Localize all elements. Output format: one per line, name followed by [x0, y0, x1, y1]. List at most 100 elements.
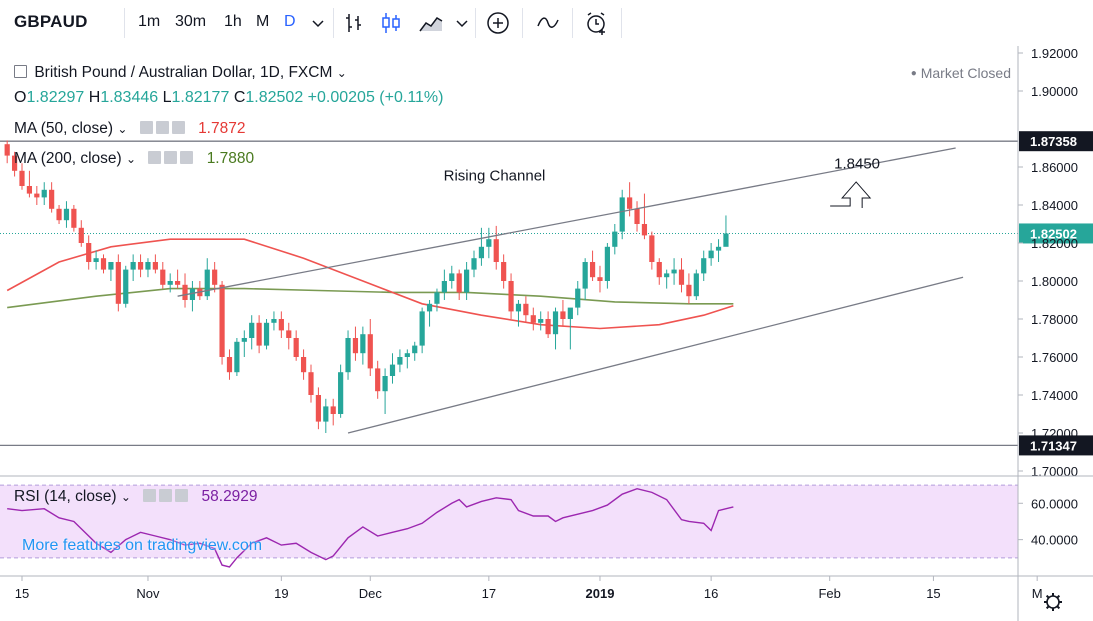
chevron-down-icon[interactable]: ⌄	[126, 152, 137, 166]
ohlc-readout: O1.82297 H1.83446 L1.82177 C1.82502 +0.0…	[14, 89, 444, 106]
ma200-legend: MA (200, close) ⌄ 1.7880	[14, 150, 255, 167]
candle	[575, 281, 581, 316]
candle	[619, 189, 625, 240]
symbol-search[interactable]: GBPAUD	[14, 12, 88, 31]
close-icon[interactable]	[175, 489, 189, 502]
candle	[345, 330, 351, 380]
price-tick-label: 1.80000	[1031, 274, 1078, 289]
visibility-icon[interactable]	[139, 121, 153, 134]
timeframe-month[interactable]: M	[256, 13, 270, 30]
candle	[530, 307, 536, 331]
channel-trendline	[347, 276, 964, 434]
chevron-down-icon[interactable]	[308, 10, 328, 36]
collapse-icon[interactable]	[14, 65, 27, 78]
candle	[152, 254, 158, 274]
candles-icon[interactable]	[378, 10, 404, 36]
candle-body	[515, 303, 522, 312]
candle-body	[538, 319, 544, 323]
add-indicator-icon[interactable]	[485, 10, 511, 36]
candle	[715, 239, 722, 262]
candle-body	[434, 292, 440, 304]
candle	[226, 349, 233, 380]
settings-icon[interactable]	[155, 121, 169, 134]
settings-icon[interactable]	[164, 151, 178, 164]
candle-body	[612, 231, 618, 247]
settings-gear-icon[interactable]	[1044, 593, 1062, 611]
price-level-tag	[1019, 223, 1093, 244]
time-tick-label: 19	[274, 586, 288, 601]
candle-body	[308, 372, 314, 395]
chevron-down-icon[interactable]	[452, 10, 472, 36]
price-level-label: 1.87358	[1030, 134, 1077, 149]
chevron-down-icon[interactable]: ⌄	[117, 122, 128, 136]
alert-icon[interactable]	[584, 10, 610, 36]
price-chart[interactable]: 1.87358 1.82502 1.71347 1.92000 1.90000 1.86…	[0, 46, 1093, 621]
candle	[560, 300, 566, 327]
candle	[589, 250, 596, 281]
settings-icon[interactable]	[159, 489, 173, 502]
candle	[41, 182, 47, 205]
area-icon[interactable]	[418, 10, 444, 36]
candle	[256, 315, 262, 354]
close-icon[interactable]	[171, 121, 185, 134]
candle-body	[367, 334, 373, 369]
candle	[182, 273, 188, 308]
candle-body	[34, 193, 40, 198]
candle	[56, 205, 62, 224]
chevron-down-icon[interactable]: ⌄	[120, 490, 131, 504]
timeframe-day[interactable]: D	[284, 13, 296, 30]
candle-body	[41, 189, 47, 198]
candle	[464, 262, 470, 300]
candle	[78, 220, 84, 247]
candle-body	[49, 189, 55, 209]
price-tick-label: 1.76000	[1031, 350, 1078, 365]
candle	[693, 269, 699, 300]
time-tick-label: 15	[15, 586, 29, 601]
candle-body	[375, 368, 381, 392]
close-icon[interactable]	[180, 151, 194, 164]
candle-body	[419, 311, 425, 346]
bar-style-icon[interactable]	[341, 10, 367, 36]
candle-body	[360, 334, 366, 354]
candle-body	[426, 303, 433, 312]
candle-body	[389, 364, 396, 376]
price-tick-label: 1.74000	[1031, 388, 1078, 403]
target-arrow-icon	[830, 181, 872, 208]
candle-body	[352, 338, 359, 354]
candle-body	[604, 246, 610, 281]
series-title: British Pound / Australian Dollar, 1D, F…	[34, 64, 333, 81]
promo-link[interactable]: More features on tradingview.com	[22, 537, 263, 554]
candle-body	[145, 262, 151, 270]
candle-body	[493, 239, 499, 262]
candle	[582, 258, 588, 300]
candle-body	[100, 258, 107, 270]
timeframe-1m[interactable]: 1m	[138, 13, 161, 30]
channel-trendline	[177, 147, 956, 297]
candle	[323, 398, 329, 433]
candle	[308, 364, 314, 403]
candle	[538, 311, 544, 331]
timeframe-1h[interactable]: 1h	[224, 13, 242, 30]
visibility-icon[interactable]	[143, 489, 157, 502]
price-tick-label: 1.72000	[1031, 426, 1078, 441]
time-tick-label: 17	[482, 586, 496, 601]
compare-icon[interactable]	[535, 10, 561, 36]
candle-body	[641, 224, 648, 236]
candle	[11, 151, 18, 177]
rsi-line	[7, 487, 734, 568]
candle	[137, 254, 144, 278]
candle	[478, 227, 485, 266]
candle	[441, 269, 447, 300]
chevron-down-icon[interactable]: ⌄	[336, 66, 347, 80]
candle	[404, 349, 410, 369]
timeframe-30m[interactable]: 30m	[175, 13, 207, 30]
candle	[686, 273, 692, 304]
candle	[641, 193, 648, 240]
candle-body	[182, 284, 188, 300]
candle	[508, 273, 514, 319]
gear-tooth	[1045, 605, 1050, 610]
candle-body	[189, 288, 196, 300]
candle-body	[627, 197, 633, 209]
visibility-icon[interactable]	[148, 151, 162, 164]
candle	[108, 262, 114, 281]
